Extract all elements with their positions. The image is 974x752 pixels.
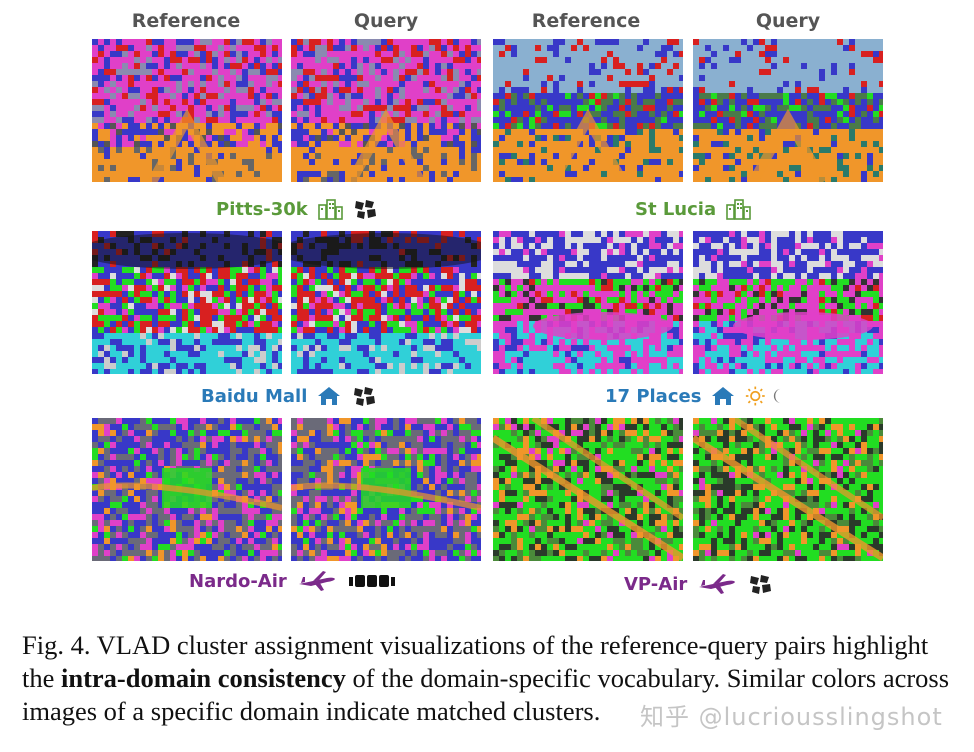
mosaic-canvas xyxy=(693,231,883,374)
overlay-structure xyxy=(291,468,481,511)
city-icon xyxy=(317,199,343,220)
figure-caption: Fig. 4. VLAD cluster assignment visualiz… xyxy=(22,629,957,728)
mosaic-canvas xyxy=(92,39,282,182)
dataset-label-pitts30k: Pitts-30k xyxy=(216,194,380,224)
mosaic-canvas xyxy=(291,39,481,182)
sun-icon xyxy=(746,386,766,406)
baidumall-reference-image xyxy=(92,231,282,374)
dataset-name-vpair: VP-Air xyxy=(624,573,688,595)
city-icon xyxy=(726,199,751,220)
dataset-name-stlucia: St Lucia xyxy=(635,198,717,220)
mosaic-canvas xyxy=(92,231,282,374)
dataset-label-baidumall: Baidu Mall xyxy=(201,381,379,411)
pitts30k-reference-image xyxy=(92,39,282,182)
vpair-reference-image xyxy=(493,418,683,561)
map-fragments-icon xyxy=(354,200,376,219)
column-header-query-right: Query xyxy=(755,10,821,32)
mosaic-canvas xyxy=(493,418,683,561)
mosaic-canvas xyxy=(693,39,883,182)
mosaic-canvas xyxy=(92,418,282,561)
caption-suffix: of the domain-specific vocabulary. Simil… xyxy=(22,663,950,726)
airplane-icon xyxy=(298,571,335,591)
mosaic-canvas xyxy=(693,418,883,561)
mosaic-canvas xyxy=(493,231,683,374)
moon-icon xyxy=(774,388,782,404)
caption-bold-phrase: intra-domain consistency xyxy=(61,663,346,693)
column-header-reference-left: Reference xyxy=(131,10,241,32)
mosaic-canvas xyxy=(291,418,481,561)
stlucia-reference-image xyxy=(493,39,683,182)
column-header-query-left: Query xyxy=(353,10,419,32)
mosaic-canvas xyxy=(493,39,683,182)
nardoair-reference-image xyxy=(92,418,282,561)
overlay-structure xyxy=(533,312,673,340)
overlay-structure xyxy=(493,418,683,561)
dataset-label-vpair: VP-Air xyxy=(624,569,775,599)
17places-query-image xyxy=(693,231,883,374)
overlay-structure xyxy=(548,108,628,182)
overlay-structure xyxy=(733,312,873,340)
overlay-structure xyxy=(693,418,883,561)
map-fragments-icon xyxy=(750,575,772,594)
house-icon xyxy=(318,387,341,405)
dataset-name-nardoair: Nardo-Air xyxy=(189,570,287,592)
overlay-structure xyxy=(147,108,227,182)
dataset-label-nardoair: Nardo-Air xyxy=(189,566,397,596)
caption-prefix: Fig. 4. VLAD cluster assignment visualiz… xyxy=(22,630,929,693)
house-icon xyxy=(712,387,735,405)
map-fragments-icon xyxy=(354,387,376,406)
mosaic-canvas xyxy=(291,231,481,374)
overlay-structure xyxy=(92,468,282,511)
watermark: 知乎 @lucriousslingshot xyxy=(640,703,943,731)
vpair-query-image xyxy=(693,418,883,561)
baidumall-query-image xyxy=(291,231,481,374)
overlay-structure xyxy=(291,233,481,269)
dataset-name-pitts30k: Pitts-30k xyxy=(216,198,308,220)
dataset-name-17places: 17 Places xyxy=(605,385,702,407)
overlay-structure xyxy=(748,108,828,182)
pitts30k-query-image xyxy=(291,39,481,182)
film-strip-icon xyxy=(348,575,395,587)
stlucia-query-image xyxy=(693,39,883,182)
column-header-reference-right: Reference xyxy=(531,10,641,32)
dataset-label-17places: 17 Places xyxy=(605,381,791,411)
airplane-icon xyxy=(699,574,736,594)
17places-reference-image xyxy=(493,231,683,374)
nardoair-query-image xyxy=(291,418,481,561)
dataset-name-baidumall: Baidu Mall xyxy=(201,385,308,407)
dataset-label-stlucia: St Lucia xyxy=(635,194,752,224)
overlay-structure xyxy=(346,108,426,182)
overlay-structure xyxy=(92,233,282,269)
